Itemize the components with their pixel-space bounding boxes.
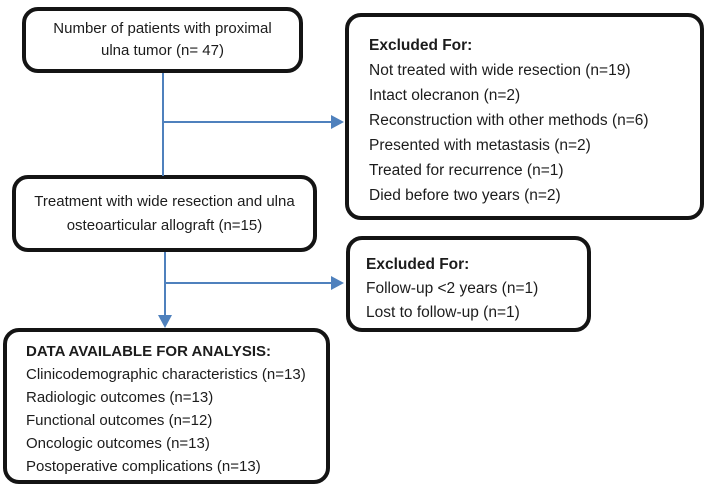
excluded-initial-title: Excluded For: <box>369 37 473 54</box>
list-item: Reconstruction with other methods (n=6) <box>369 112 649 129</box>
list-item: Radiologic outcomes (n=13) <box>26 389 214 406</box>
box-excluded-initial: Excluded For: Not treated with wide rese… <box>345 13 704 220</box>
arrowhead-right-icon <box>331 276 344 290</box>
list-item: Number of patients with proximal <box>53 20 272 37</box>
treatment-text: Treatment with wide resection and ulna os… <box>34 190 294 238</box>
connector-patients-to-treatment <box>162 73 164 176</box>
patients-text: Number of patients with proximal ulna tum… <box>53 18 271 62</box>
box-excluded-followup: Excluded For: Follow-up <2 years (n=1) Lo… <box>346 236 591 332</box>
connector-branch-excluded-initial <box>163 121 331 123</box>
box-analysis: DATA AVAILABLE FOR ANALYSIS: Clinicodemo… <box>3 328 330 484</box>
list-item: Functional outcomes (n=12) <box>26 412 213 429</box>
list-item: Follow-up <2 years (n=1) <box>366 280 539 297</box>
list-item: Oncologic outcomes (n=13) <box>26 435 210 452</box>
box-patients: Number of patients with proximal ulna tum… <box>22 7 303 73</box>
list-item: Not treated with wide resection (n=19) <box>369 62 631 79</box>
list-item: Clinicodemographic characteristics (n=13… <box>26 366 306 383</box>
list-item: Intact olecranon (n=2) <box>369 87 521 104</box>
list-item: Died before two years (n=2) <box>369 187 561 204</box>
arrowhead-down-icon <box>158 315 172 328</box>
list-item: Treatment with wide resection and ulna <box>34 192 295 210</box>
analysis-list: Clinicodemographic characteristics (n=13… <box>26 363 324 478</box>
arrowhead-right-icon <box>331 115 344 129</box>
excluded-followup-list: Follow-up <2 years (n=1) Lost to follow-u… <box>366 277 579 325</box>
connector-branch-excluded-followup <box>165 282 331 284</box>
excluded-initial-list: Not treated with wide resection (n=19) In… <box>369 58 692 208</box>
list-item: osteoarticular allograft (n=15) <box>66 216 263 234</box>
list-item: Lost to follow-up (n=1) <box>366 304 520 321</box>
box-treatment: Treatment with wide resection and ulna os… <box>12 175 317 252</box>
analysis-title: DATA AVAILABLE FOR ANALYSIS: <box>26 343 271 360</box>
excluded-followup-title: Excluded For: <box>366 256 470 273</box>
list-item: Presented with metastasis (n=2) <box>369 137 591 154</box>
list-item: Treated for recurrence (n=1) <box>369 162 564 179</box>
list-item: ulna tumor (n= 47) <box>101 42 224 59</box>
list-item: Postoperative complications (n=13) <box>26 458 261 475</box>
